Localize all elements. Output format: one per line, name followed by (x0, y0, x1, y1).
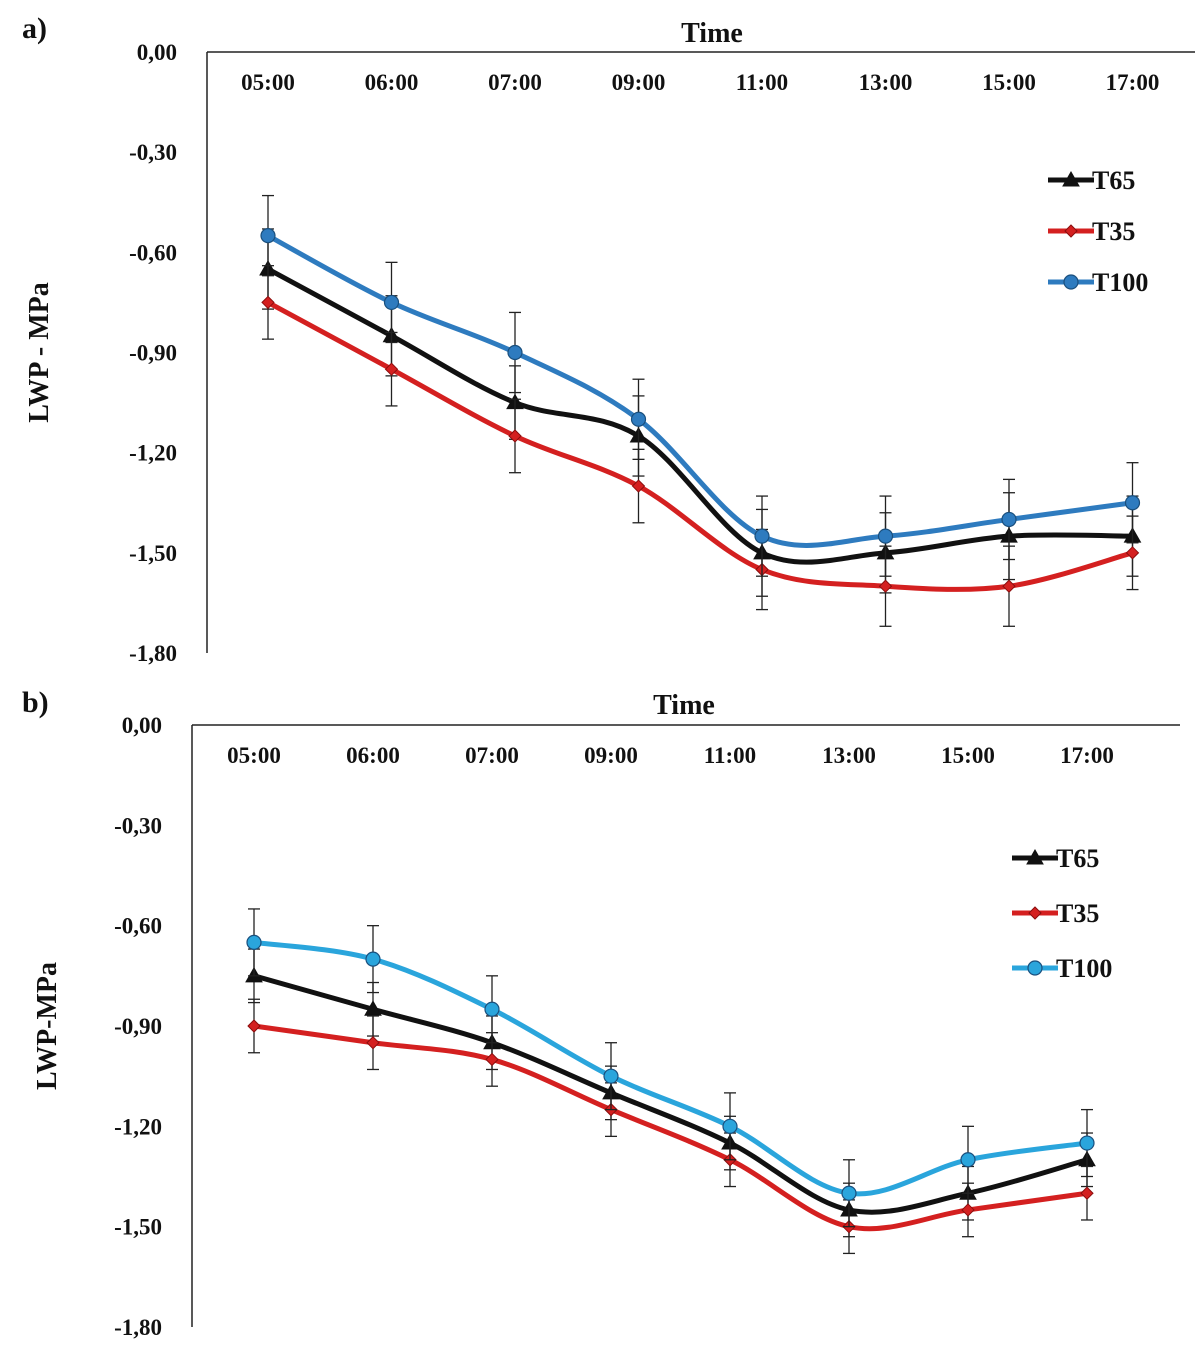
x-axis-title: Time (653, 690, 715, 721)
legend-item-t100: T100 (1012, 954, 1112, 983)
y-tick-label: -0,30 (129, 140, 177, 165)
y-tick-label: -1,80 (129, 641, 177, 666)
y-tick-label: 0,00 (137, 40, 177, 65)
x-tick-label: 05:00 (241, 70, 295, 95)
y-tick-label: -1,20 (129, 441, 177, 466)
data-point-t100 (484, 1001, 500, 1017)
data-point-t100 (383, 294, 400, 311)
data-point-t100 (365, 951, 381, 967)
data-point-t35 (1125, 546, 1140, 560)
legend-item-t35: T35 (1012, 899, 1099, 928)
y-tick-label: -0,60 (114, 914, 162, 939)
chart-b-svg: b) Time LWP-MPa 0,00 -0,30 -0,60 -0,90 -1,20 -1,… (22, 686, 1180, 1340)
x-tick-label: 15:00 (982, 70, 1036, 95)
legend-marker (1064, 224, 1078, 238)
y-axis-title: LWP - MPa (24, 282, 55, 423)
data-point-t35 (1002, 579, 1016, 593)
legend-label: T35 (1056, 899, 1099, 928)
data-point-t35 (261, 295, 275, 310)
legend-label: T100 (1056, 954, 1112, 983)
data-point-t100 (246, 934, 262, 950)
x-tick-label: 15:00 (941, 743, 995, 768)
x-tick-label: 06:00 (365, 70, 419, 95)
legend: T65 T35 T100 (1048, 166, 1148, 297)
data-point-t100 (507, 344, 523, 361)
series-line-t35 (251, 1023, 1090, 1232)
x-tick-label: 09:00 (584, 743, 638, 768)
data-point-t35 (1080, 1186, 1094, 1200)
y-tick-label: -0,30 (114, 813, 162, 838)
chart-panel-a: a) Time LWP - MPa 0,00 -0,30 -0,60 -0,90 -1,20 -… (0, 0, 1200, 670)
data-point-t100 (877, 528, 894, 544)
data-point-t35 (384, 362, 399, 376)
data-point-t100 (841, 1185, 857, 1201)
data-point-t35 (631, 479, 646, 493)
legend-item-t65: T65 (1012, 844, 1099, 873)
series-line-t100 (251, 939, 1090, 1197)
y-axis-title: LWP-MPa (32, 962, 63, 1090)
y-tick-label: -1,50 (114, 1215, 162, 1240)
legend-marker (1027, 960, 1043, 976)
data-point-t35 (366, 1036, 380, 1050)
x-tick-label: 11:00 (704, 743, 756, 768)
legend-marker (1062, 170, 1080, 187)
x-tick-label: 11:00 (736, 70, 788, 95)
data-point-t100 (603, 1068, 619, 1084)
series-line-t65 (251, 973, 1090, 1215)
data-point-t65 (364, 1000, 382, 1016)
y-tick-label: -0,60 (129, 240, 177, 265)
data-point-t100 (722, 1118, 738, 1134)
y-tick-label: -0,90 (114, 1014, 162, 1039)
y-tick-label: -1,20 (114, 1114, 162, 1139)
series-t35 (261, 265, 1140, 627)
x-tick-label: 09:00 (612, 70, 666, 95)
data-point-t100 (1001, 511, 1017, 528)
x-tick-label: 07:00 (465, 743, 519, 768)
panel-label: a) (22, 12, 47, 45)
data-point-t100 (1079, 1135, 1095, 1151)
x-tick-label: 06:00 (346, 743, 400, 768)
data-point-t100 (630, 411, 647, 427)
y-tick-label: -0,90 (129, 341, 177, 366)
legend-item-t65: T65 (1048, 166, 1135, 195)
legend-marker (1063, 274, 1079, 290)
legend-marker (1026, 848, 1044, 865)
legend-label: T65 (1092, 166, 1135, 195)
legend-item-t35: T35 (1048, 217, 1135, 246)
series-t100 (246, 908, 1095, 1228)
legend-label: T65 (1056, 844, 1099, 873)
chart-panel-b: b) Time LWP-MPa 0,00 -0,30 -0,60 -0,90 -1,20 -1,… (0, 670, 1200, 1349)
x-tick-label: 13:00 (859, 70, 913, 95)
x-tick-label: 17:00 (1060, 743, 1114, 768)
x-tick-label: 07:00 (488, 70, 542, 95)
x-tick-label: 17:00 (1106, 70, 1160, 95)
y-tick-label: -1,50 (129, 541, 177, 566)
data-point-t100 (260, 228, 276, 244)
data-point-t100 (960, 1152, 976, 1168)
data-point-t35 (247, 1019, 261, 1033)
panel-label: b) (22, 686, 49, 719)
series-line-t35 (265, 299, 1135, 592)
chart-a-svg: a) Time LWP - MPa 0,00 -0,30 -0,60 -0,90 -1,20 -… (22, 12, 1195, 666)
data-point-t35 (508, 429, 522, 443)
data-point-t35 (961, 1203, 975, 1217)
series-t100 (260, 194, 1141, 577)
series-line-t100 (265, 233, 1135, 548)
x-tick-label: 05:00 (227, 743, 281, 768)
legend-label: T35 (1092, 217, 1135, 246)
data-point-t100 (1124, 495, 1141, 511)
legend-item-t100: T100 (1048, 268, 1148, 297)
x-tick-label: 13:00 (822, 743, 876, 768)
legend-marker (1028, 906, 1042, 920)
y-tick-label: -1,80 (114, 1315, 162, 1340)
legend: T65 T35 T100 (1012, 844, 1112, 983)
series-line-t65 (265, 266, 1135, 565)
legend-label: T100 (1092, 268, 1148, 297)
data-point-t100 (754, 528, 770, 544)
y-tick-label: 0,00 (122, 713, 162, 738)
data-point-t35 (485, 1052, 499, 1067)
x-axis-title: Time (681, 18, 743, 49)
data-point-t35 (878, 579, 893, 593)
